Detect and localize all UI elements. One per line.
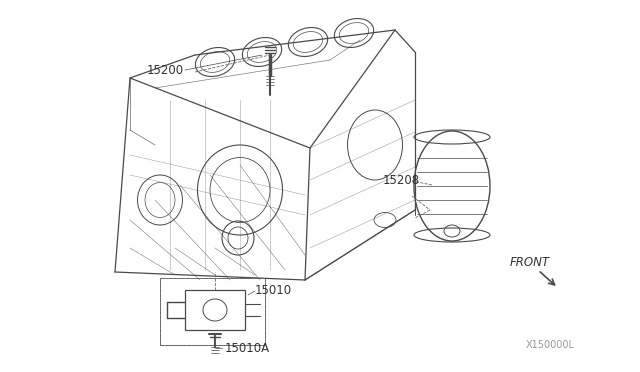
- Text: 15010A: 15010A: [225, 341, 270, 355]
- Text: 15010: 15010: [255, 283, 292, 296]
- Text: FRONT: FRONT: [510, 256, 550, 269]
- Text: X150000L: X150000L: [526, 340, 575, 350]
- Text: 15200: 15200: [147, 64, 184, 77]
- Text: 15208: 15208: [383, 173, 420, 186]
